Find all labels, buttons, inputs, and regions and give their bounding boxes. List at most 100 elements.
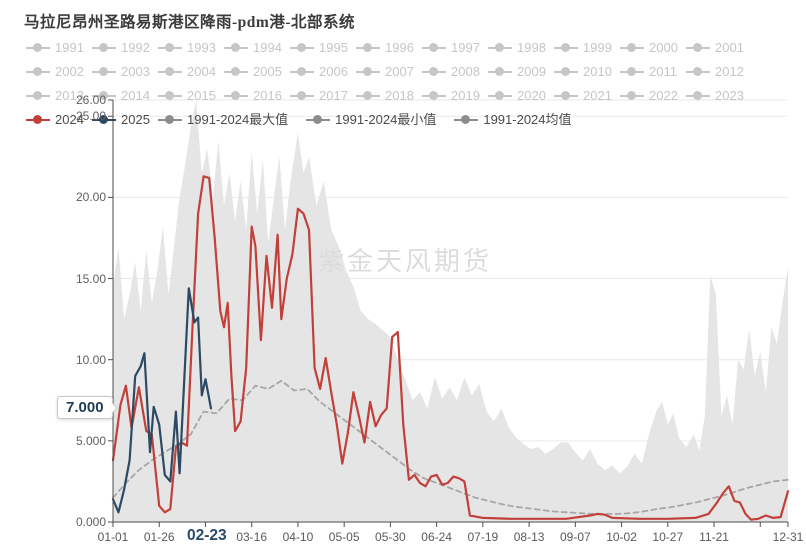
legend-marker-icon bbox=[488, 91, 512, 100]
y-axis-label: 26.00 bbox=[75, 93, 106, 107]
legend-item-2025[interactable]: 2025 bbox=[92, 110, 158, 129]
legend-label: 2006 bbox=[319, 64, 348, 79]
legend-label: 1998 bbox=[517, 40, 546, 55]
legend-item-2023[interactable]: 2023 bbox=[686, 86, 752, 105]
legend-item-2016[interactable]: 2016 bbox=[224, 86, 290, 105]
legend-label: 2000 bbox=[649, 40, 678, 55]
legend-item-2014[interactable]: 2014 bbox=[92, 86, 158, 105]
legend-item-1993[interactable]: 1993 bbox=[158, 38, 224, 57]
legend-marker-icon bbox=[92, 43, 116, 52]
legend-marker-icon bbox=[620, 67, 644, 76]
series-2024 bbox=[111, 175, 790, 521]
x-axis-label: 05-30 bbox=[375, 530, 406, 544]
legend-item-1994[interactable]: 1994 bbox=[224, 38, 290, 57]
x-axis-label: 11-21 bbox=[699, 530, 729, 544]
legend-item-2004[interactable]: 2004 bbox=[158, 62, 224, 81]
legend-label: 2020 bbox=[517, 88, 546, 103]
x-axis-label: 01-01 bbox=[97, 530, 129, 544]
legend-marker-icon bbox=[686, 43, 710, 52]
legend-item-2001[interactable]: 2001 bbox=[686, 38, 752, 57]
legend-marker-icon bbox=[422, 43, 446, 52]
legend-item-2022[interactable]: 2022 bbox=[620, 86, 686, 105]
legend-item-2005[interactable]: 2005 bbox=[224, 62, 290, 81]
legend-item-2012[interactable]: 2012 bbox=[686, 62, 752, 81]
legend-marker-icon bbox=[554, 43, 578, 52]
legend-marker-icon bbox=[158, 115, 182, 124]
legend-item-2003[interactable]: 2003 bbox=[92, 62, 158, 81]
legend-label: 2010 bbox=[583, 64, 612, 79]
legend-item-2015[interactable]: 2015 bbox=[158, 86, 224, 105]
legend-label: 2022 bbox=[649, 88, 678, 103]
legend-item-1996[interactable]: 1996 bbox=[356, 38, 422, 57]
legend-item-2009[interactable]: 2009 bbox=[488, 62, 554, 81]
series-max-area bbox=[113, 100, 788, 522]
x-axis-label: 07-19 bbox=[467, 530, 499, 544]
legend-marker-icon bbox=[488, 67, 512, 76]
legend-marker-icon bbox=[488, 43, 512, 52]
legend-marker-icon bbox=[92, 115, 116, 124]
legend-marker-icon bbox=[158, 91, 182, 100]
legend-marker-icon bbox=[26, 67, 50, 76]
legend-item-2020[interactable]: 2020 bbox=[488, 86, 554, 105]
legend-marker-icon bbox=[620, 91, 644, 100]
legend-marker-icon bbox=[306, 115, 331, 124]
x-axis-label: 05-05 bbox=[328, 530, 360, 544]
legend-marker-icon bbox=[92, 91, 116, 100]
legend-item-2013[interactable]: 2013 bbox=[26, 86, 92, 105]
legend-marker-icon bbox=[92, 67, 116, 76]
x-axis-label: 10-27 bbox=[652, 530, 684, 544]
legend-item-2002[interactable]: 2002 bbox=[26, 62, 92, 81]
legend-label: 2013 bbox=[55, 88, 84, 103]
legend-label: 2004 bbox=[187, 64, 216, 79]
legend-marker-icon bbox=[26, 43, 50, 52]
legend-marker-icon bbox=[224, 67, 248, 76]
legend-item-1997[interactable]: 1997 bbox=[422, 38, 488, 57]
chart-title: 马拉尼昂州圣路易斯港区降雨-pdm港-北部系统 bbox=[24, 14, 355, 31]
legend-label: 2024 bbox=[55, 112, 84, 127]
legend-item-1998[interactable]: 1998 bbox=[488, 38, 554, 57]
series-2025 bbox=[111, 287, 213, 514]
legend-label: 1997 bbox=[451, 40, 480, 55]
legend-item-1995[interactable]: 1995 bbox=[290, 38, 356, 57]
legend-label: 2018 bbox=[385, 88, 414, 103]
legend-item-2008[interactable]: 2008 bbox=[422, 62, 488, 81]
legend-label: 2003 bbox=[121, 64, 150, 79]
legend-label: 2016 bbox=[253, 88, 282, 103]
legend-item-2000[interactable]: 2000 bbox=[620, 38, 686, 57]
legend-item-2021[interactable]: 2021 bbox=[554, 86, 620, 105]
legend-label: 2015 bbox=[187, 88, 216, 103]
legend-item-1992[interactable]: 1992 bbox=[92, 38, 158, 57]
legend-marker-icon bbox=[356, 67, 380, 76]
legend-label: 1994 bbox=[253, 40, 282, 55]
legend-item-2018[interactable]: 2018 bbox=[356, 86, 422, 105]
legend-marker-icon bbox=[554, 91, 578, 100]
legend-item-avg[interactable]: 1991-2024均值 bbox=[454, 110, 572, 129]
y-axis-label: 10.00 bbox=[75, 352, 106, 367]
legend-marker-icon bbox=[224, 91, 248, 100]
legend-item-2019[interactable]: 2019 bbox=[422, 86, 488, 105]
legend-marker-icon bbox=[356, 91, 380, 100]
legend-item-min[interactable]: 1991-2024最小值 bbox=[306, 110, 436, 129]
axis-pointer-y-label: 7.000 bbox=[57, 396, 113, 420]
legend-item-1991[interactable]: 1991 bbox=[26, 38, 92, 57]
legend-item-2024[interactable]: 2024 bbox=[26, 110, 92, 129]
legend-marker-icon bbox=[454, 115, 479, 124]
legend-item-2010[interactable]: 2010 bbox=[554, 62, 620, 81]
legend-item-2007[interactable]: 2007 bbox=[356, 62, 422, 81]
legend-item-1999[interactable]: 1999 bbox=[554, 38, 620, 57]
y-axis-label: 25.00 bbox=[75, 109, 106, 124]
legend-label: 2012 bbox=[715, 64, 744, 79]
legend-item-2006[interactable]: 2006 bbox=[290, 62, 356, 81]
legend-marker-icon bbox=[422, 67, 446, 76]
legend-item-2011[interactable]: 2011 bbox=[620, 62, 686, 81]
legend-marker-icon bbox=[290, 91, 314, 100]
legend-label: 1995 bbox=[319, 40, 348, 55]
legend-label: 2025 bbox=[121, 112, 150, 127]
legend-item-2017[interactable]: 2017 bbox=[290, 86, 356, 105]
legend-item-max[interactable]: 1991-2024最大值 bbox=[158, 110, 288, 129]
legend-marker-icon bbox=[158, 67, 182, 76]
legend-label: 1999 bbox=[583, 40, 612, 55]
y-axis-label: 5.000 bbox=[75, 433, 106, 448]
legend-label: 2021 bbox=[583, 88, 612, 103]
